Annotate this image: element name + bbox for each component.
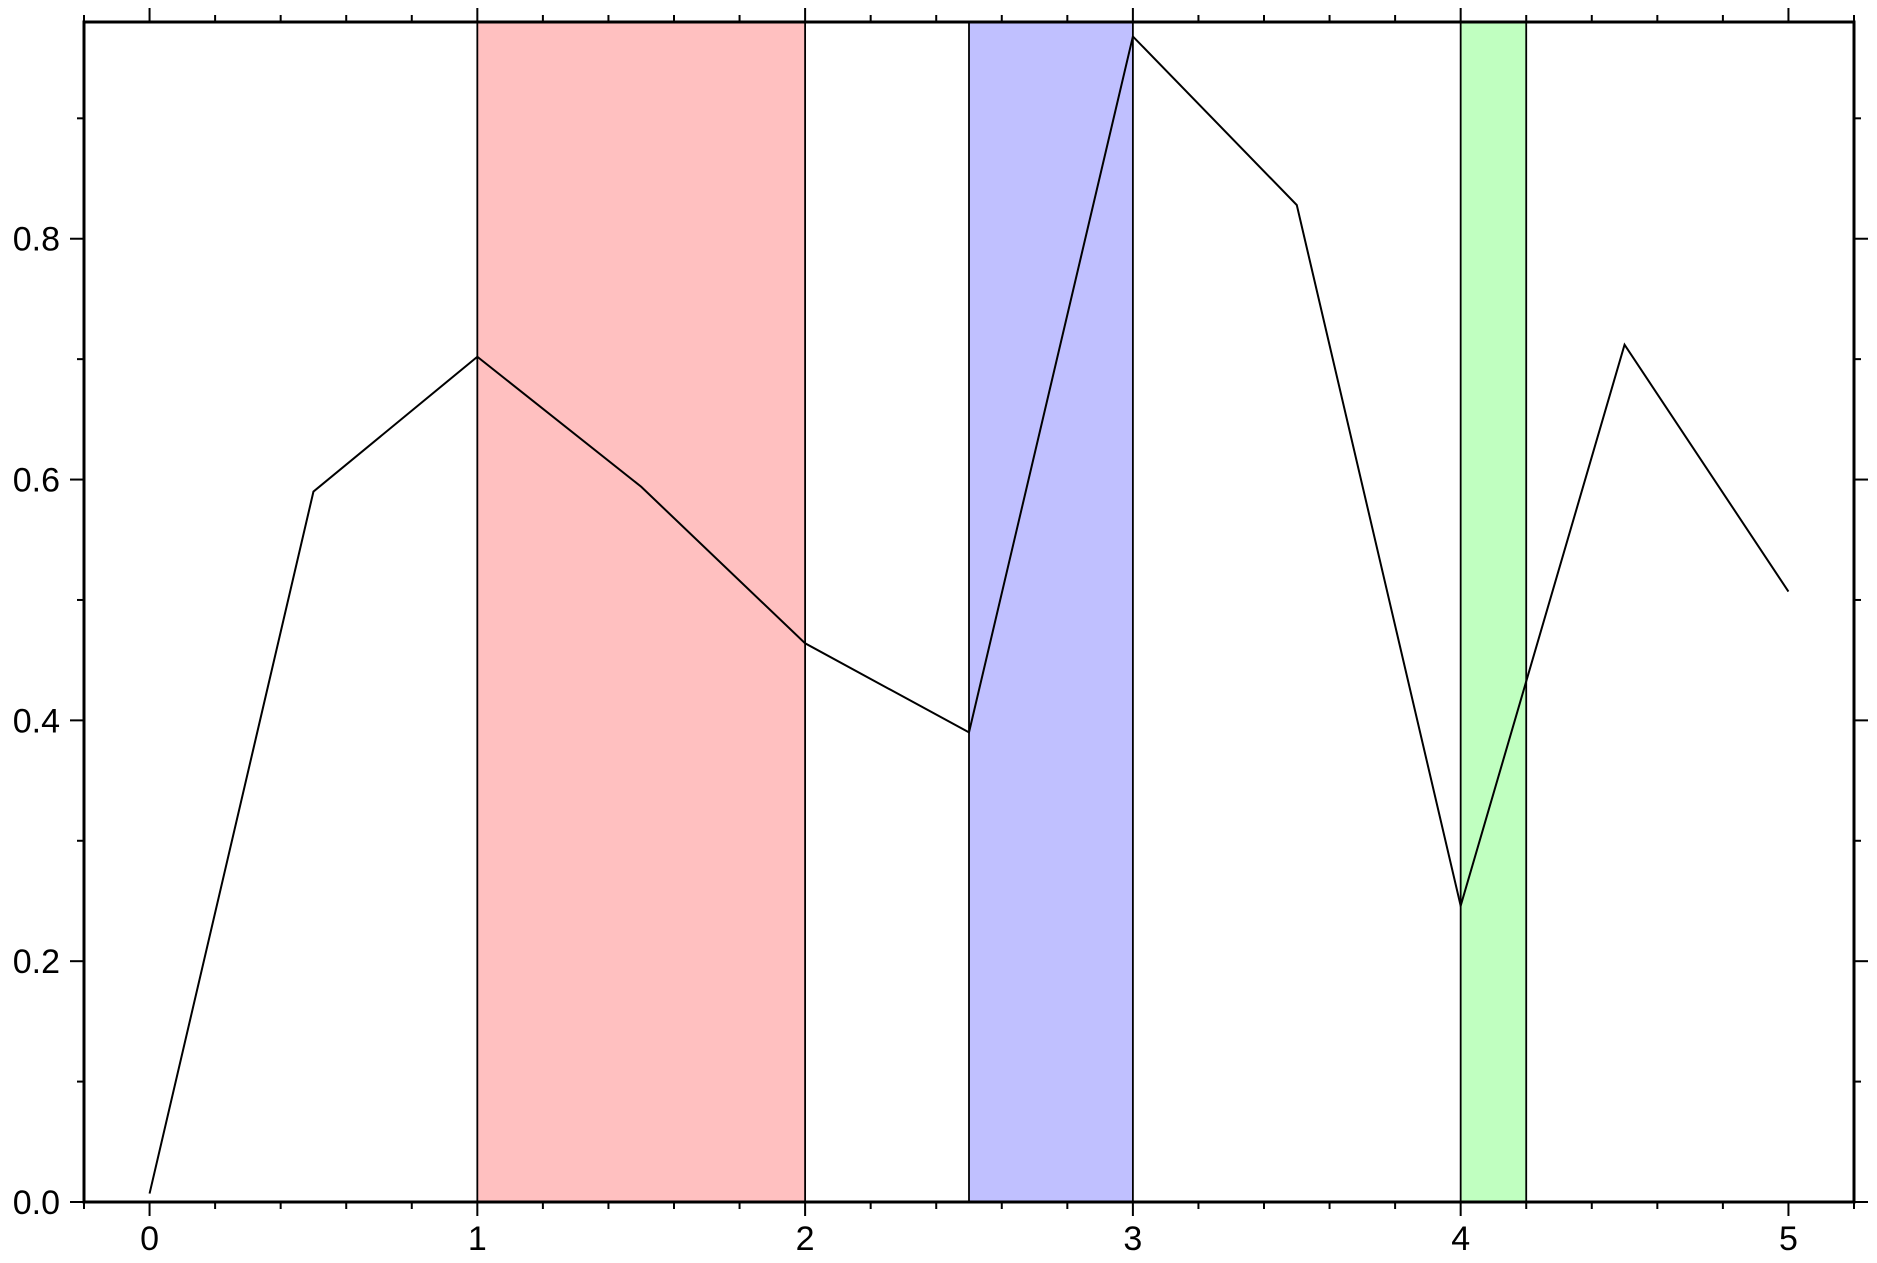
y-tick-label: 0.6 [13,462,60,500]
span [477,22,806,1202]
y-tick-label: 0.8 [13,221,60,259]
y-tick-label: 0.0 [13,1184,60,1222]
x-tick-label: 0 [140,1220,159,1258]
x-tick-label: 3 [1123,1220,1142,1258]
frame [82,20,1856,1204]
x-tick-label: 2 [796,1220,815,1258]
x-tick-label: 5 [1779,1220,1798,1258]
y-tick-label: 0.2 [13,943,60,981]
x-tick-label: 4 [1451,1220,1470,1258]
y-tick-label: 0.4 [13,702,60,740]
span [1460,22,1527,1202]
line [148,34,1790,1194]
x-tick-label: 1 [468,1220,487,1258]
span [969,22,1133,1202]
